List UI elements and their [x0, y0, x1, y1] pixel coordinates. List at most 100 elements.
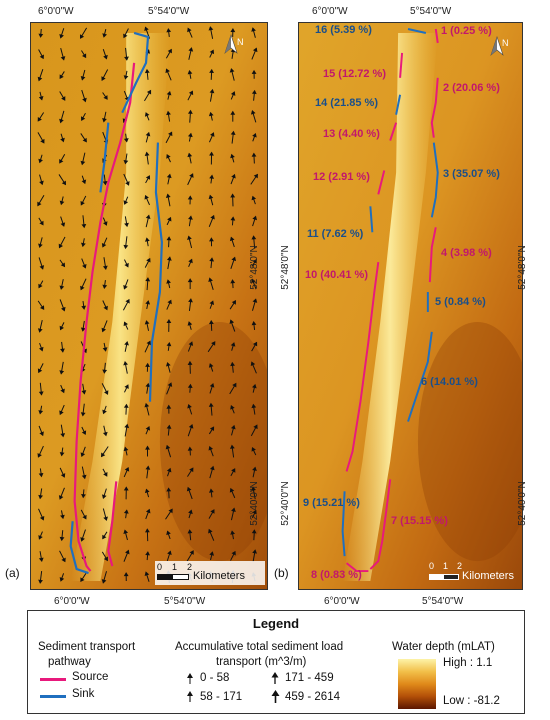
panel-a-bottom-coord-west: 6°0'0"W — [54, 596, 90, 607]
north-arrow — [223, 33, 239, 57]
source-pathway-13 — [389, 122, 398, 141]
transport-arrow-head — [61, 180, 66, 186]
transport-arrow-head — [123, 529, 129, 534]
transport-arrow-head — [81, 53, 87, 59]
transport-arrow-head — [166, 256, 172, 261]
transport-arrow-head — [82, 137, 87, 143]
transport-arrow-head — [82, 348, 87, 354]
north-arrow-icon — [490, 36, 504, 56]
transport-arrow-head — [40, 138, 45, 144]
transport-arrow-head — [231, 300, 237, 305]
transport-arrow-head — [60, 262, 66, 268]
transport-arrow-head — [208, 445, 214, 451]
transport-arrow-head — [59, 325, 64, 331]
transport-arrow-head — [101, 452, 106, 458]
transport-arrow-head — [166, 530, 171, 536]
transport-arrow-head — [188, 215, 193, 220]
transport-arrow-head — [103, 556, 108, 562]
transport-arrow-head — [166, 28, 172, 33]
transport-arrow-head — [187, 446, 193, 451]
transport-arrow-head — [251, 27, 256, 32]
transport-arrow-head — [103, 95, 108, 100]
transport-arrow-head — [80, 285, 85, 291]
transport-arrow-head — [208, 402, 214, 407]
transport-arrow-head — [144, 26, 149, 32]
transport-arrow-head — [251, 235, 257, 240]
transport-arrow-head — [144, 488, 150, 494]
north-arrow-icon — [224, 34, 238, 54]
transport-arrow-head — [253, 424, 258, 430]
transport-arrow-head — [187, 27, 192, 33]
scale-tick: 0 — [157, 562, 163, 572]
transport-arrow-head — [252, 215, 257, 221]
panel-a-map[interactable]: N 0 1 2 Kilometers — [30, 22, 268, 590]
transport-arrow-head — [38, 283, 43, 289]
transport-arrow-head — [38, 346, 44, 352]
transport-arrow-head — [210, 509, 215, 514]
transport-arrow-head — [101, 494, 107, 499]
legend-title: Legend — [252, 616, 300, 631]
segment-label: 1 (0.25 %) — [441, 25, 492, 37]
transport-arrow-head — [187, 195, 193, 200]
transport-arrow-head — [166, 90, 172, 96]
transport-arrow-head — [38, 243, 43, 248]
transport-arrow-head — [167, 48, 172, 54]
transport-arrow-head — [208, 488, 214, 493]
transport-arrow-head — [37, 328, 43, 333]
transport-arrow-head — [167, 216, 172, 222]
transport-arrow-head — [208, 277, 213, 282]
transport-arrow-head — [146, 89, 152, 95]
transport-arrow-head — [81, 179, 87, 185]
transport-arrow-head — [102, 118, 107, 123]
transport-arrow-head — [209, 88, 215, 94]
transport-arrow-head — [38, 579, 43, 584]
transport-arrow-head — [38, 410, 44, 415]
transport-arrow-head — [39, 431, 44, 437]
transport-arrow-head — [145, 131, 151, 137]
scale-tick: 0 — [429, 561, 435, 571]
scale-tick: 1 — [443, 561, 449, 571]
transport-arrow-head — [230, 193, 236, 198]
transport-arrow-head — [230, 28, 236, 33]
pathway-title: Sediment transport — [38, 641, 136, 653]
transport-arrow-head — [81, 242, 86, 248]
transport-arrow-head — [251, 69, 257, 74]
transport-arrow-head — [187, 132, 193, 138]
source-pathway-2 — [430, 77, 439, 138]
transport-arrow-head — [251, 446, 256, 452]
legend: Legend Sediment transport pathway Source… — [27, 610, 525, 714]
transport-arrow-head — [144, 194, 149, 200]
panel-a-bottom-coord-east: 5°54'0"W — [164, 596, 206, 607]
transport-arrow-head — [145, 362, 150, 367]
panel-a-top-coord-west: 6°0'0"W — [38, 6, 74, 17]
transport-arrow-head — [252, 47, 258, 53]
transport-arrow-head — [229, 68, 235, 73]
transport-arrow-head — [145, 277, 151, 282]
transport-arrow-head — [59, 410, 64, 416]
transport-arrow-head — [123, 244, 129, 250]
panel-b-bathymetry — [299, 23, 522, 589]
transport-arrow-head — [230, 405, 235, 410]
transport-arrow-head — [104, 390, 109, 395]
transport-arrow-head — [82, 514, 87, 520]
transport-arrow-head — [59, 452, 65, 457]
transport-arrow-head — [187, 360, 193, 365]
panel-a-right-coord-north: 52°48'0"N — [248, 245, 260, 290]
panel-b-map[interactable]: N 16 (5.39 %) 1 (0.25 %) 15 (12.72 %) 2 … — [298, 22, 523, 590]
transport-arrow-head — [59, 370, 65, 375]
transport-arrow-head — [211, 341, 216, 346]
transport-arrow-head — [166, 110, 171, 116]
transport-arrow-head — [166, 467, 172, 473]
transport-arrow-head — [80, 452, 86, 458]
transport-arrow-head — [101, 76, 106, 81]
transport-arrow-head — [81, 305, 87, 310]
transport-arrow-head — [167, 299, 172, 305]
depth-color-ramp — [398, 659, 436, 709]
transport-arrow-head — [144, 402, 150, 408]
transport-arrow-head — [123, 285, 128, 290]
segment-label: 12 (2.91 %) — [313, 171, 370, 183]
segment-label: 4 (3.98 %) — [441, 247, 492, 259]
transport-arrow-head — [102, 181, 108, 186]
source-pathway — [107, 481, 118, 567]
transport-arrow-head — [165, 444, 171, 450]
